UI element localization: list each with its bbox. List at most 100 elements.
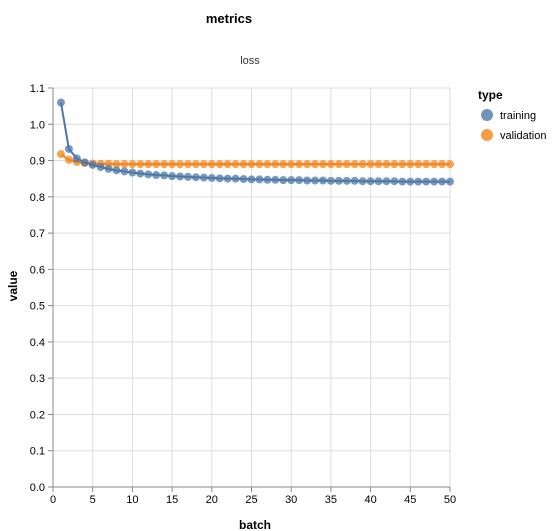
data-point-validation (398, 160, 407, 169)
data-point-training (64, 144, 73, 153)
axes: 0 5 10 15 20 25 30 35 40 45 50 0.0 0.1 0.2 0.3 0.4 0.5 0.… (30, 83, 456, 506)
data-point-training (231, 174, 240, 183)
data-point-training (326, 176, 335, 185)
data-point-training (446, 177, 454, 186)
data-point-training (88, 160, 97, 169)
chart-title: metrics (206, 11, 252, 26)
legend-label: training (500, 110, 536, 122)
data-point-validation (406, 160, 415, 169)
data-point-training (136, 169, 145, 178)
x-tick-label: 45 (404, 494, 416, 506)
data-point-validation (382, 160, 391, 169)
data-point-validation (152, 160, 161, 169)
grid (52, 87, 451, 488)
x-tick-label: 25 (245, 494, 257, 506)
data-point-validation (112, 160, 121, 169)
x-tick-label: 35 (325, 494, 337, 506)
data-point-validation (326, 160, 335, 169)
x-tick-label: 5 (90, 494, 96, 506)
y-tick-label: 0.3 (30, 373, 45, 385)
y-tick-label: 0.6 (30, 264, 45, 276)
series-layer (56, 98, 454, 186)
legend-item-validation: validation (481, 129, 546, 142)
x-tick-label: 0 (50, 494, 56, 506)
data-point-validation (128, 160, 137, 169)
data-point-validation (64, 155, 73, 164)
series-training (56, 98, 454, 186)
data-point-validation (334, 160, 343, 169)
y-tick-label: 0.9 (30, 156, 45, 168)
data-point-validation (311, 160, 320, 169)
data-point-validation (303, 160, 312, 169)
data-point-training (295, 176, 304, 185)
data-point-validation (422, 160, 431, 169)
series-validation (56, 150, 454, 169)
data-point-training (318, 176, 327, 185)
y-tick-label: 0.2 (30, 409, 45, 421)
x-tick-label: 10 (126, 494, 138, 506)
data-point-training (144, 170, 153, 179)
data-point-validation (295, 160, 304, 169)
data-point-training (342, 176, 351, 185)
data-point-validation (271, 160, 280, 169)
data-point-validation (342, 160, 351, 169)
data-point-training (223, 174, 232, 183)
x-tick-label: 40 (364, 494, 376, 506)
data-point-validation (438, 160, 447, 169)
data-point-training (215, 174, 224, 183)
data-point-training (120, 167, 129, 176)
data-point-training (176, 172, 185, 181)
data-point-training (382, 177, 391, 186)
data-point-training (104, 164, 113, 173)
data-point-validation (160, 160, 169, 169)
data-point-training (112, 166, 121, 175)
data-point-training (199, 173, 208, 182)
data-point-training (311, 176, 320, 185)
data-point-training (72, 154, 81, 163)
data-point-validation (199, 160, 208, 169)
data-point-training (430, 177, 439, 186)
data-point-validation (215, 160, 224, 169)
data-point-validation (176, 160, 185, 169)
data-point-validation (207, 160, 216, 169)
data-point-training (358, 177, 367, 186)
data-point-training (398, 177, 407, 186)
data-point-validation (263, 160, 272, 169)
data-point-training (271, 175, 280, 184)
data-point-training (191, 173, 200, 182)
data-point-training (168, 172, 177, 181)
data-point-validation (231, 160, 240, 169)
x-axis-title: batch (239, 518, 271, 531)
y-tick-label: 0.0 (30, 482, 45, 494)
y-tick-label: 0.5 (30, 301, 45, 313)
data-point-validation (279, 160, 288, 169)
data-point-training (390, 177, 399, 186)
data-point-validation (239, 160, 248, 169)
data-point-training (56, 98, 65, 107)
data-point-training (438, 177, 447, 186)
data-point-training (406, 177, 415, 186)
data-point-training (414, 177, 423, 186)
data-point-training (160, 171, 169, 180)
data-point-validation (390, 160, 399, 169)
legend: type training validation (478, 88, 546, 142)
data-point-training (287, 176, 296, 185)
data-point-validation (318, 160, 327, 169)
data-point-training (263, 175, 272, 184)
data-point-validation (56, 150, 65, 159)
data-point-validation (350, 160, 359, 169)
data-point-training (247, 175, 256, 184)
data-point-validation (120, 160, 129, 169)
y-tick-label: 1.0 (30, 119, 45, 131)
x-tick-label: 50 (444, 494, 456, 506)
legend-label: validation (500, 130, 546, 142)
data-point-validation (414, 160, 423, 169)
data-point-training (183, 172, 192, 181)
data-point-validation (366, 160, 375, 169)
y-tick-label: 0.8 (30, 192, 45, 204)
x-tick-label: 15 (166, 494, 178, 506)
data-point-validation (430, 160, 439, 169)
data-point-validation (191, 160, 200, 169)
y-tick-label: 0.7 (30, 228, 45, 240)
